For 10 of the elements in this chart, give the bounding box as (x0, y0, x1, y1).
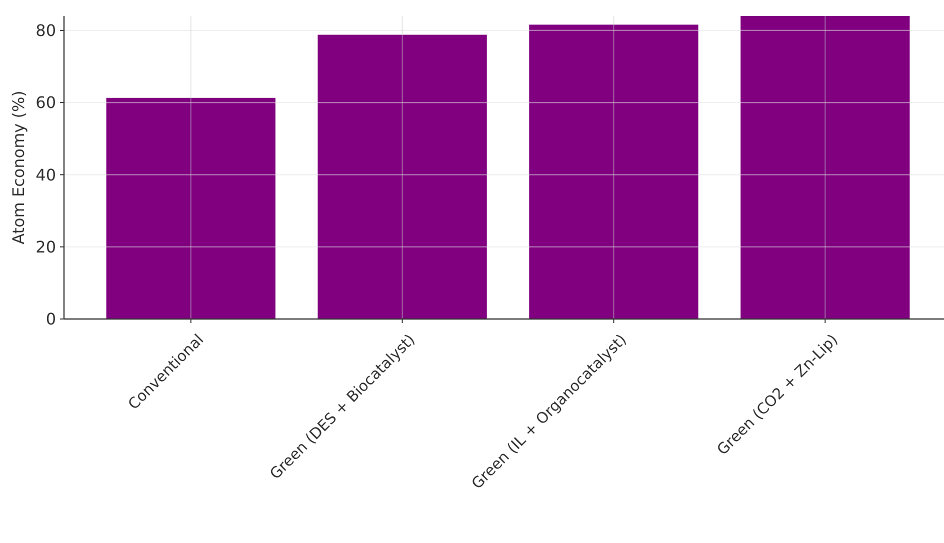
y-tick-label: 20 (36, 237, 56, 256)
bar (106, 98, 276, 319)
y-tick-label: 60 (36, 93, 56, 112)
bar (318, 34, 487, 319)
y-tick-label: 80 (36, 21, 56, 40)
bar (529, 24, 698, 319)
bar (740, 16, 910, 319)
y-tick-label: 40 (36, 165, 56, 184)
y-axis-title: Atom Economy (%) (9, 90, 28, 244)
y-tick-label: 0 (46, 310, 56, 329)
